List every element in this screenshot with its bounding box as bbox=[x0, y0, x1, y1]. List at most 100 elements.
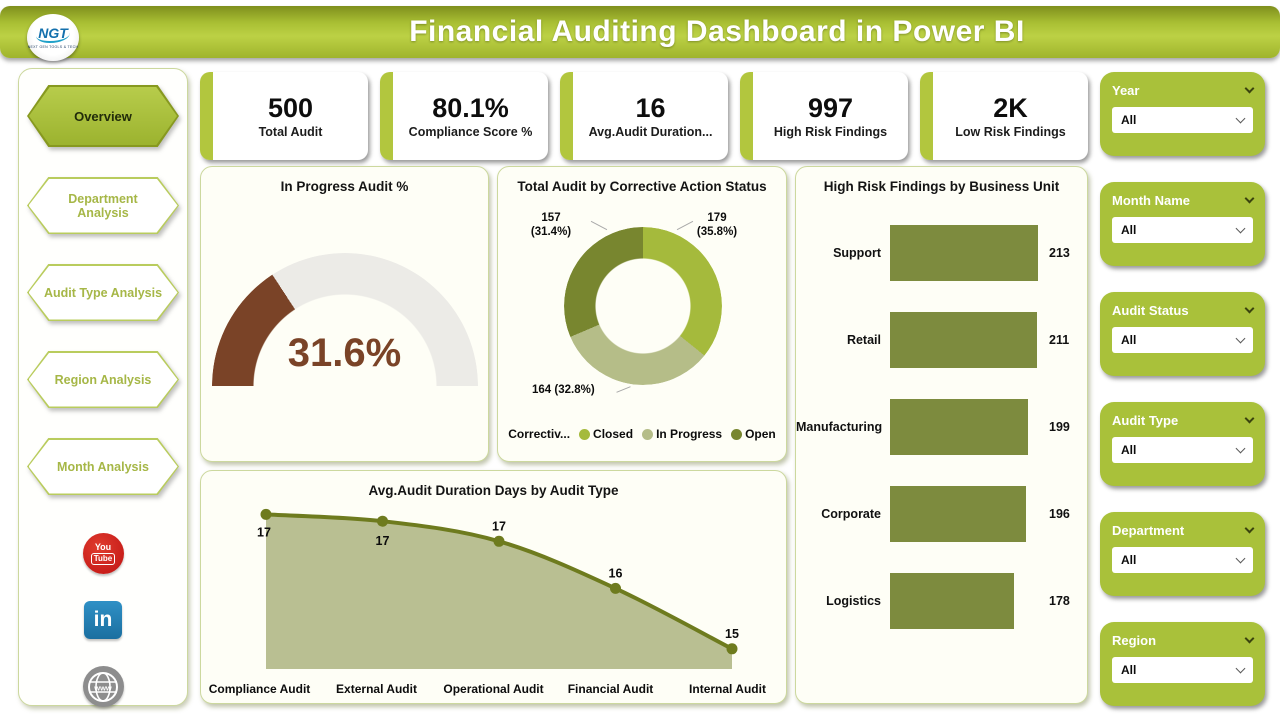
filter-value: All bbox=[1121, 553, 1137, 567]
bar-value-label: 178 bbox=[1049, 594, 1070, 608]
filter-department-dropdown[interactable]: All bbox=[1112, 547, 1253, 573]
bar-category-label: Retail bbox=[846, 333, 881, 347]
kpi-value: 2K bbox=[993, 93, 1028, 123]
nav-panel: Overview Department Analysis Audit Type … bbox=[18, 68, 188, 707]
bar-category-label: Manufacturing bbox=[796, 420, 883, 434]
filter-value: All bbox=[1121, 663, 1137, 677]
legend-title: Correctiv... bbox=[508, 427, 571, 441]
filter-region-dropdown[interactable]: All bbox=[1112, 657, 1253, 683]
x-axis-label: Compliance Audit bbox=[208, 682, 311, 696]
collapse-chevron-icon[interactable] bbox=[1244, 633, 1255, 644]
callout-pct: (35.8%) bbox=[696, 226, 738, 238]
header-bar: NGT NEXT GEN TOOLS & TECH Financial Audi… bbox=[0, 6, 1280, 61]
area-fill bbox=[266, 514, 732, 669]
legend-item-closed[interactable]: Closed bbox=[579, 427, 633, 441]
donut-callout-closed: 179 (35.8%) bbox=[680, 211, 754, 239]
bar-category-label: Support bbox=[833, 246, 881, 260]
kpi-compliance-score: 80.1% Compliance Score % bbox=[380, 72, 548, 160]
filter-audit-type-dropdown[interactable]: All bbox=[1112, 437, 1253, 463]
collapse-chevron-icon[interactable] bbox=[1244, 413, 1255, 424]
kpi-value: 500 bbox=[267, 93, 314, 123]
line-chart: 17 17 17 16 15 bbox=[257, 508, 739, 669]
gauge-chart bbox=[212, 253, 478, 387]
x-axis-label: Operational Audit bbox=[443, 682, 544, 696]
bar-track bbox=[890, 486, 1040, 542]
bar-fill[interactable] bbox=[890, 486, 1026, 542]
bar-category-label: Logistics bbox=[826, 594, 881, 608]
kpi-value: 997 bbox=[807, 93, 854, 123]
donut-ring[interactable] bbox=[564, 227, 722, 385]
dropdown-chevron-icon bbox=[1235, 443, 1246, 453]
legend-dot bbox=[731, 428, 743, 440]
filter-audit-status-dropdown[interactable]: All bbox=[1112, 327, 1253, 353]
kpi-label: High Risk Findings bbox=[773, 125, 888, 139]
website-globe-icon[interactable]: www bbox=[82, 666, 124, 707]
legend-dot bbox=[642, 428, 654, 440]
nav-item-label: Department Analysis bbox=[28, 178, 178, 233]
collapse-chevron-icon[interactable] bbox=[1244, 303, 1255, 314]
donut-legend: Correctiv... Closed In Progress Open bbox=[498, 427, 786, 441]
globe-glyph: www bbox=[88, 671, 118, 702]
bar-row-manufacturing: Manufacturing 199 bbox=[796, 399, 1087, 455]
bar-fill[interactable] bbox=[890, 573, 1014, 629]
collapse-chevron-icon[interactable] bbox=[1244, 83, 1255, 94]
linkedin-icon[interactable]: in bbox=[84, 601, 122, 639]
nav-item-month-analysis[interactable]: Month Analysis bbox=[27, 438, 179, 495]
dropdown-chevron-icon bbox=[1235, 553, 1246, 563]
collapse-chevron-icon[interactable] bbox=[1244, 523, 1255, 534]
callout-value: 157 bbox=[541, 212, 561, 224]
legend-dot bbox=[579, 428, 591, 440]
kpi-avg-audit-duration: 16 Avg.Audit Duration... bbox=[560, 72, 728, 160]
logo-text: NGT bbox=[36, 25, 70, 43]
logo-tagline: NEXT GEN TOOLS & TECH bbox=[27, 45, 79, 49]
nav-item-label: Region Analysis bbox=[28, 352, 178, 407]
data-point-marker[interactable] bbox=[260, 508, 272, 520]
youtube-icon[interactable]: You Tube bbox=[82, 533, 124, 574]
legend-item-open[interactable]: Open bbox=[731, 427, 776, 441]
gauge-chart-card: In Progress Audit % 31.6% bbox=[200, 166, 489, 462]
x-axis-label: Internal Audit bbox=[689, 682, 766, 696]
filter-month-name-dropdown[interactable]: All bbox=[1112, 217, 1253, 243]
donut-callout-open: 157 (31.4%) bbox=[514, 211, 588, 239]
nav-item-region-analysis[interactable]: Region Analysis bbox=[27, 351, 179, 408]
data-point-marker[interactable] bbox=[726, 643, 738, 655]
bar-track bbox=[890, 399, 1040, 455]
legend-item-in-progress[interactable]: In Progress bbox=[642, 427, 722, 441]
bar-fill[interactable] bbox=[890, 225, 1038, 281]
filter-year-dropdown[interactable]: All bbox=[1112, 107, 1253, 133]
data-point-marker[interactable] bbox=[493, 535, 505, 547]
filter-label: Audit Type bbox=[1112, 413, 1179, 428]
filter-panel: Year All Month Name All Audit Status All… bbox=[1100, 72, 1265, 706]
filter-audit-type: Audit Type All bbox=[1100, 402, 1265, 486]
bar-track bbox=[890, 225, 1040, 281]
kpi-low-risk-findings: 2K Low Risk Findings bbox=[920, 72, 1088, 160]
dropdown-chevron-icon bbox=[1235, 223, 1246, 233]
filter-label: Month Name bbox=[1112, 193, 1190, 208]
x-axis-label: Financial Audit bbox=[567, 682, 654, 696]
bar-chart: Support 213 Retail 211 Manufacturing 199… bbox=[796, 225, 1087, 629]
donut-chart-card: Total Audit by Corrective Action Status … bbox=[497, 166, 787, 462]
bar-track bbox=[890, 573, 1040, 629]
bar-fill[interactable] bbox=[890, 399, 1028, 455]
svg-text:www: www bbox=[93, 683, 112, 692]
bar-value-label: 196 bbox=[1049, 507, 1070, 521]
nav-item-label: Audit Type Analysis bbox=[28, 265, 178, 320]
collapse-chevron-icon[interactable] bbox=[1244, 193, 1255, 204]
nav-item-overview[interactable]: Overview bbox=[27, 85, 179, 147]
nav-item-audit-type-analysis[interactable]: Audit Type Analysis bbox=[27, 264, 179, 321]
dropdown-chevron-icon bbox=[1235, 663, 1246, 673]
line-chart-card: Avg.Audit Duration Days by Audit Type 17… bbox=[200, 470, 787, 704]
kpi-label: Avg.Audit Duration... bbox=[588, 125, 713, 139]
kpi-label: Compliance Score % bbox=[408, 125, 533, 139]
kpi-value: 80.1% bbox=[432, 93, 509, 123]
filter-value: All bbox=[1121, 223, 1137, 237]
data-point-label: 17 bbox=[492, 519, 506, 533]
nav-item-department-analysis[interactable]: Department Analysis bbox=[27, 177, 179, 234]
bar-fill[interactable] bbox=[890, 312, 1037, 368]
data-point-marker[interactable] bbox=[610, 582, 621, 594]
bar-value-label: 211 bbox=[1049, 333, 1070, 347]
callout-pct: (32.8%) bbox=[554, 384, 595, 396]
data-point-marker[interactable] bbox=[377, 515, 388, 527]
bar-value-label: 213 bbox=[1049, 246, 1070, 260]
gauge-chart-title: In Progress Audit % bbox=[280, 179, 409, 194]
